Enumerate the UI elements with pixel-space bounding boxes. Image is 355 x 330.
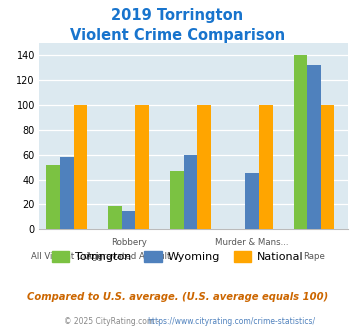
- Bar: [245, 174, 259, 229]
- Text: 2019 Torrington: 2019 Torrington: [111, 8, 244, 23]
- Bar: [108, 206, 122, 229]
- Bar: [47, 165, 60, 229]
- Bar: [307, 65, 321, 229]
- Text: Murder & Mans...: Murder & Mans...: [215, 238, 289, 247]
- Text: Aggravated Assault: Aggravated Assault: [86, 252, 171, 261]
- Bar: [73, 105, 87, 229]
- Bar: [184, 155, 197, 229]
- Text: © 2025 CityRating.com -: © 2025 CityRating.com -: [64, 317, 162, 326]
- Text: Rape: Rape: [303, 252, 325, 261]
- Bar: [259, 105, 273, 229]
- Bar: [122, 211, 135, 229]
- Bar: [197, 105, 211, 229]
- Bar: [135, 105, 149, 229]
- Bar: [60, 157, 73, 229]
- Text: Robbery: Robbery: [111, 238, 147, 247]
- Bar: [170, 171, 184, 229]
- Bar: [294, 55, 307, 229]
- Text: https://www.cityrating.com/crime-statistics/: https://www.cityrating.com/crime-statist…: [147, 317, 316, 326]
- Text: Violent Crime Comparison: Violent Crime Comparison: [70, 28, 285, 43]
- Text: All Violent Crime: All Violent Crime: [31, 252, 103, 261]
- Bar: [321, 105, 334, 229]
- Text: Compared to U.S. average. (U.S. average equals 100): Compared to U.S. average. (U.S. average …: [27, 292, 328, 302]
- Legend: Torrington, Wyoming, National: Torrington, Wyoming, National: [47, 247, 308, 267]
